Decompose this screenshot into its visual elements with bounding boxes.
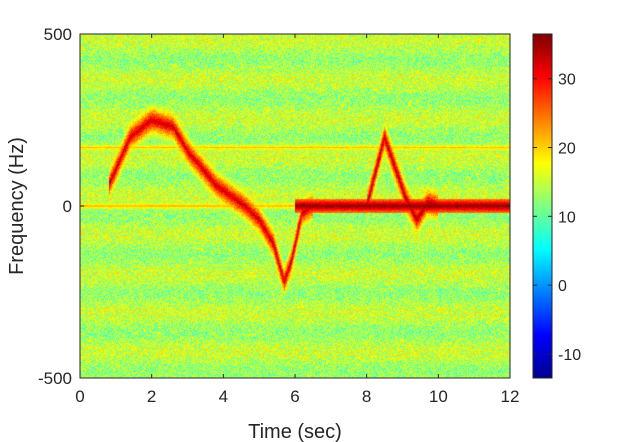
colorbar-tick-label: 20: [558, 141, 576, 158]
x-axis-label: Time (sec): [248, 421, 342, 442]
colorbar-tick-label: 10: [558, 209, 576, 226]
x-tick-label: 4: [219, 387, 228, 406]
colorbar-tick-label: 30: [558, 72, 576, 89]
colorbar: -10 0 10 20 30: [532, 33, 581, 379]
x-axis: 0 2 4 6 8 10 12: [75, 34, 519, 406]
colorbar-tick-label: -10: [558, 347, 581, 364]
x-tick-label: 0: [75, 387, 84, 406]
x-tick-label: 2: [147, 387, 156, 406]
x-tick-label: 12: [501, 387, 520, 406]
y-axis-label: Frequency (Hz): [6, 137, 28, 275]
x-tick-label: 6: [290, 387, 299, 406]
plot-area: [79, 33, 511, 379]
x-tick-label: 10: [429, 387, 448, 406]
spectrogram-heatmap: [80, 34, 510, 378]
x-tick-label: 8: [362, 387, 371, 406]
colorbar-gradient: [532, 33, 553, 379]
colorbar-tick-label: 0: [558, 278, 567, 295]
y-tick-label: -500: [38, 369, 72, 388]
y-tick-label: 500: [44, 25, 72, 44]
colorbar-ticks: -10 0 10 20 30: [533, 72, 581, 364]
y-tick-label: 0: [63, 197, 72, 216]
y-axis: -500 0 500: [38, 25, 510, 388]
